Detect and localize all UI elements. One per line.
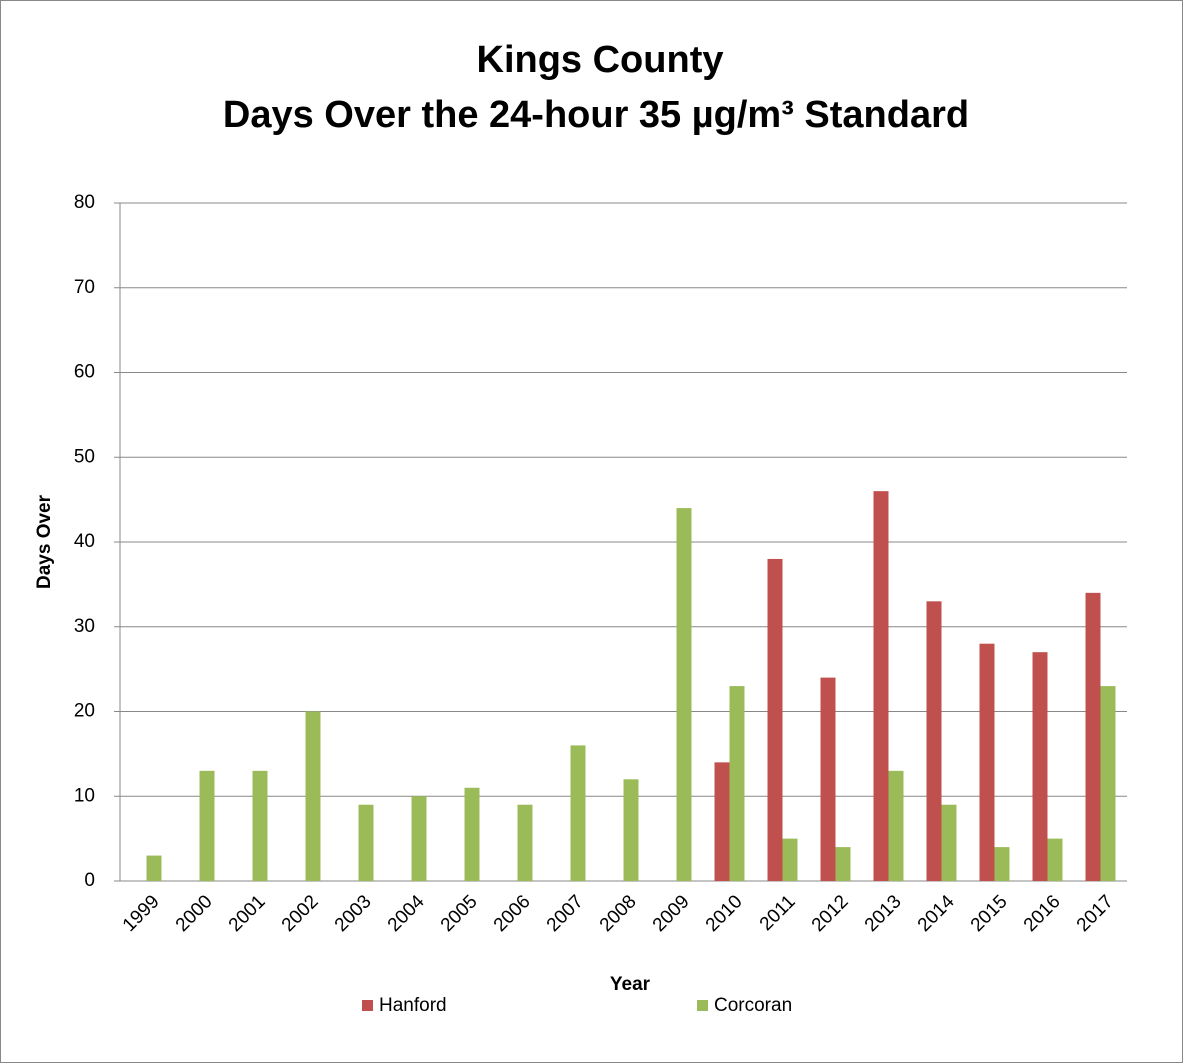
bar: [252, 770, 268, 881]
bar: [570, 745, 586, 881]
bar: [1047, 838, 1063, 881]
y-tick-label: 10: [74, 785, 95, 806]
bar: [941, 804, 957, 881]
bar: [926, 601, 942, 881]
legend-swatch: [362, 1000, 373, 1011]
y-tick-label: 0: [84, 870, 95, 891]
y-tick-label: 30: [74, 616, 95, 637]
y-tick-label: 80: [74, 192, 95, 213]
bar: [820, 677, 836, 881]
chart-title: Kings County: [477, 39, 724, 81]
bar: [199, 770, 215, 881]
bar: [782, 838, 798, 881]
legend-swatch: [697, 1000, 708, 1011]
chart-title: Days Over the 24-hour 35 µg/m³ Standard: [223, 94, 969, 136]
bar: [464, 787, 480, 881]
bar: [1085, 592, 1101, 881]
bar: [411, 796, 427, 881]
bar: [729, 686, 745, 881]
bar: [1032, 652, 1048, 881]
bar: [767, 558, 783, 881]
legend-label: Hanford: [379, 995, 447, 1016]
bar: [305, 711, 321, 881]
bar: [517, 804, 533, 881]
bar: [979, 643, 995, 881]
x-axis-title: Year: [610, 974, 651, 995]
bar: [623, 779, 639, 881]
bar: [358, 804, 374, 881]
bar: [1100, 686, 1116, 881]
y-tick-label: 70: [74, 277, 95, 298]
bar: [994, 847, 1010, 881]
y-tick-label: 60: [74, 362, 95, 383]
bar: [146, 855, 162, 881]
y-axis-title: Days Over: [34, 494, 55, 589]
bar: [888, 770, 904, 881]
legend-label: Corcoran: [714, 995, 792, 1016]
y-tick-label: 20: [74, 701, 95, 722]
y-tick-label: 50: [74, 446, 95, 467]
bar: [835, 847, 851, 881]
bar: [676, 508, 692, 881]
bar: [873, 491, 889, 881]
bar: [714, 762, 730, 881]
y-tick-label: 40: [74, 531, 95, 552]
